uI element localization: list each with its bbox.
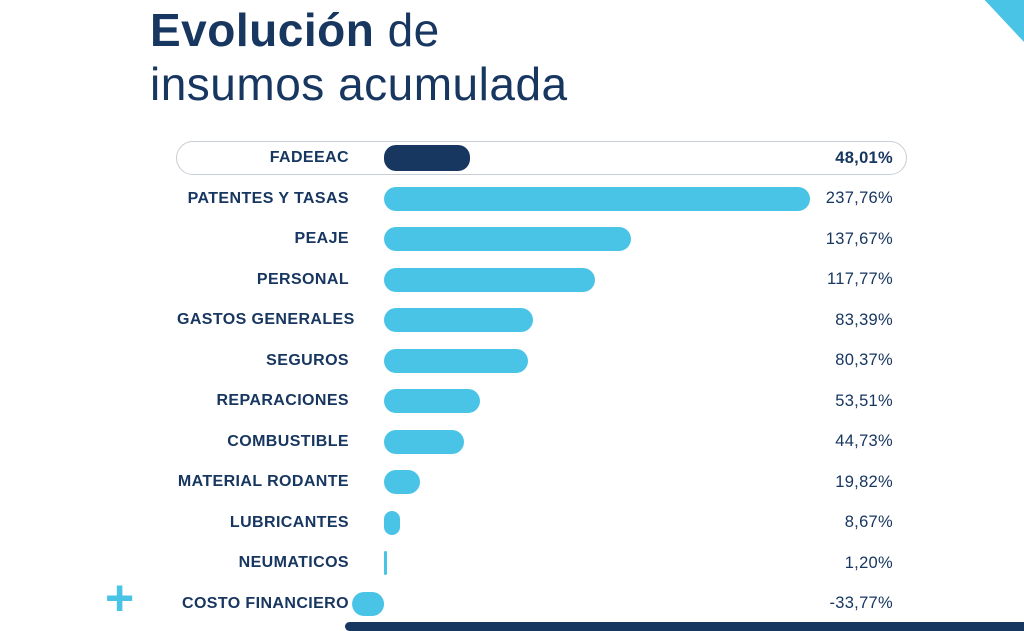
bar xyxy=(384,551,388,575)
bar-track xyxy=(384,551,810,575)
chart-title-bold-word: Evolución xyxy=(150,4,375,56)
value-label: 80,37% xyxy=(835,351,893,369)
bar-track xyxy=(384,348,810,373)
value-label: 48,01% xyxy=(835,148,893,167)
category-label: PEAJE xyxy=(294,230,349,247)
chart-title: Evolución de insumos acumulada xyxy=(150,4,568,112)
bar-chart: FADEEAC 48,01% PATENTES Y TASAS 237,76% … xyxy=(176,141,907,621)
bar xyxy=(384,470,420,494)
bar xyxy=(384,267,595,292)
bar-track xyxy=(352,591,810,616)
chart-row: NEUMATICOS 1,20% xyxy=(176,546,907,580)
bar-track xyxy=(384,389,810,413)
category-label: NEUMATICOS xyxy=(238,554,349,571)
value-label: 117,77% xyxy=(826,270,893,288)
value-label: 1,20% xyxy=(844,553,893,572)
category-label: MATERIAL RODANTE xyxy=(177,473,349,490)
chart-row: COMBUSTIBLE 44,73% xyxy=(176,425,907,459)
bar-track xyxy=(384,308,810,332)
chart-row: PEAJE 137,67% xyxy=(176,222,907,256)
value-label: 19,82% xyxy=(835,472,893,491)
bottom-band-decoration xyxy=(345,622,1024,631)
bar-track xyxy=(384,145,810,171)
category-label: LUBRICANTES xyxy=(229,513,349,531)
category-label: SEGUROS xyxy=(266,351,349,369)
value-label: 237,76% xyxy=(825,189,893,207)
category-label: GASTOS GENERALES xyxy=(177,311,355,328)
bar-track xyxy=(384,510,810,535)
bar xyxy=(384,429,465,454)
category-label: FADEEAC xyxy=(269,149,349,166)
bar-track xyxy=(384,429,810,454)
bar-track xyxy=(384,186,810,211)
chart-title-rest-word: de xyxy=(374,4,440,56)
value-label: 53,51% xyxy=(835,391,893,410)
category-label: COSTO FINANCIERO xyxy=(181,594,349,612)
chart-row: SEGUROS 80,37% xyxy=(176,344,907,378)
category-label: COMBUSTIBLE xyxy=(227,432,349,450)
bar xyxy=(384,227,631,251)
category-label: PERSONAL xyxy=(256,270,349,288)
chart-row: COSTO FINANCIERO -33,77% xyxy=(176,587,907,621)
bar-track xyxy=(384,470,810,494)
bar-track xyxy=(384,227,810,251)
bar xyxy=(384,186,810,211)
chart-row: REPARACIONES 53,51% xyxy=(176,384,907,418)
value-label: 83,39% xyxy=(835,310,893,329)
chart-row: FADEEAC 48,01% xyxy=(176,141,907,175)
corner-decoration xyxy=(984,0,1024,42)
bar xyxy=(384,308,534,332)
bar xyxy=(352,591,384,616)
chart-row: PATENTES Y TASAS 237,76% xyxy=(176,182,907,216)
value-label: 137,67% xyxy=(825,229,893,248)
value-label: 8,67% xyxy=(844,513,893,531)
chart-row: LUBRICANTES 8,67% xyxy=(176,506,907,540)
bar-track xyxy=(384,267,810,292)
chart-row: GASTOS GENERALES 83,39% xyxy=(176,303,907,337)
value-label: -33,77% xyxy=(829,594,893,612)
bar xyxy=(384,348,528,373)
category-label: PATENTES Y TASAS xyxy=(187,189,349,207)
value-label: 44,73% xyxy=(835,432,893,450)
bar xyxy=(384,145,471,171)
chart-title-line2: insumos acumulada xyxy=(150,57,568,110)
chart-row: PERSONAL 117,77% xyxy=(176,263,907,297)
bar xyxy=(384,510,400,535)
bar xyxy=(384,389,480,413)
category-label: REPARACIONES xyxy=(216,392,349,409)
chart-row: MATERIAL RODANTE 19,82% xyxy=(176,465,907,499)
plus-icon: + xyxy=(105,570,135,626)
